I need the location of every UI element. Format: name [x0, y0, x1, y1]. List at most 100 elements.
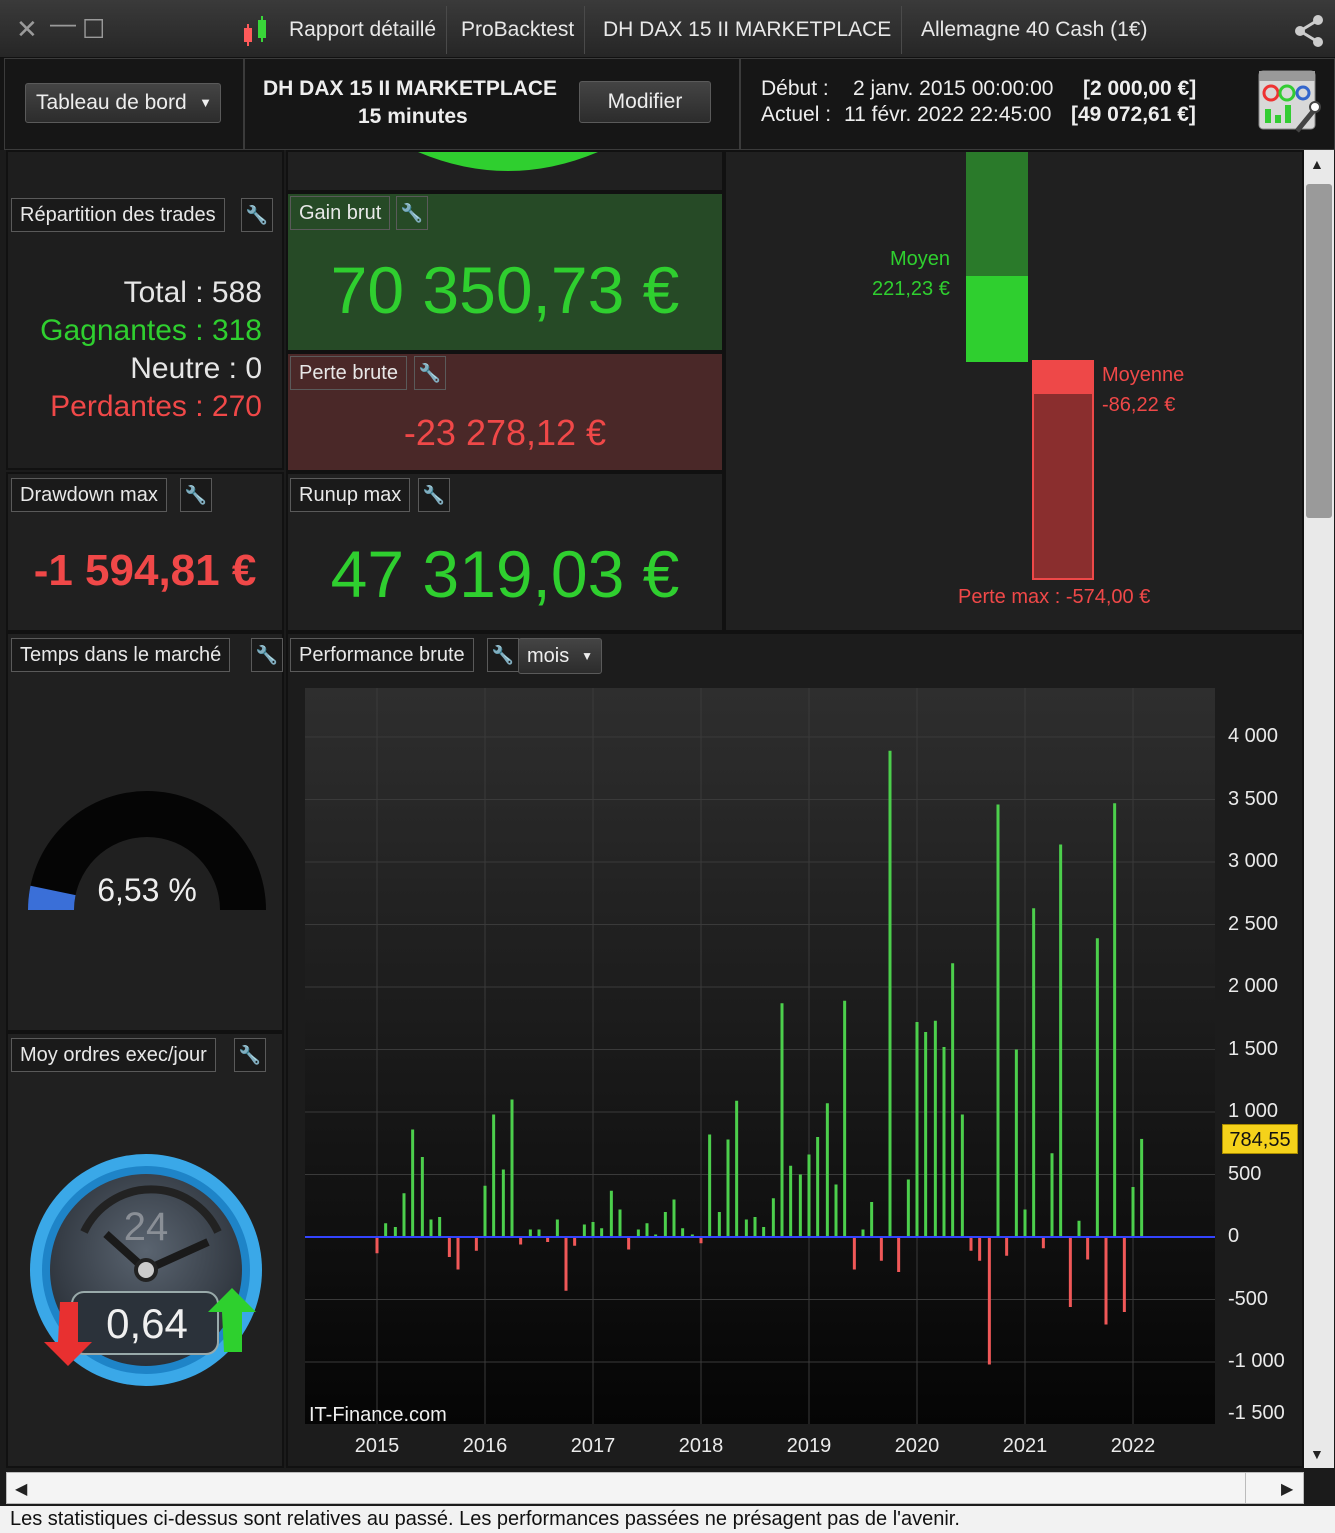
x-tick-label: 2015: [354, 1435, 400, 1457]
x-tick-label: 2021: [1002, 1435, 1048, 1457]
scroll-divider: [1245, 1473, 1275, 1503]
chart-bar: [447, 1237, 451, 1257]
tab-probacktest[interactable]: ProBacktest: [451, 6, 586, 54]
watermark: IT-Finance.com: [309, 1404, 447, 1426]
chart-bar: [708, 1134, 712, 1237]
avg-loss-label: Moyenne: [1102, 364, 1185, 386]
wrench-icon[interactable]: 🔧: [396, 196, 428, 230]
report-header: Tableau de bord ▼ DH DAX 15 II MARKETPLA…: [0, 58, 1335, 150]
y-tick-label: 500: [1228, 1162, 1262, 1185]
vertical-scroll-thumb[interactable]: [1306, 184, 1332, 518]
y-tick-label: -1 500: [1228, 1402, 1285, 1424]
chart-bar: [618, 1209, 622, 1237]
orders-panel: Moy ordres exec/jour 🔧 24 0,64: [6, 1032, 284, 1468]
current-date: 11 févr. 2022 22:45:00: [844, 103, 1052, 126]
wrench-icon[interactable]: 🔧: [251, 638, 283, 672]
chart-bar: [1104, 1237, 1108, 1325]
share-icon[interactable]: [1292, 14, 1326, 48]
vertical-scrollbar[interactable]: ▲ ▼: [1304, 150, 1334, 1468]
gauge-arc-decoration: [418, 152, 598, 171]
chart-bar: [744, 1219, 748, 1237]
performance-title: Performance brute: [290, 638, 474, 672]
scroll-up-icon[interactable]: ▲: [1310, 156, 1324, 172]
chart-bar: [726, 1139, 730, 1237]
scroll-down-icon[interactable]: ▼: [1310, 1446, 1324, 1462]
chart-bar: [681, 1228, 685, 1237]
chart-bar: [1122, 1237, 1126, 1312]
plot-area: [305, 688, 1215, 1424]
wrench-icon[interactable]: 🔧: [180, 478, 212, 512]
wrench-icon[interactable]: 🔧: [241, 198, 273, 232]
chart-bar: [456, 1237, 460, 1270]
chart-bar: [402, 1193, 406, 1237]
close-icon[interactable]: ✕: [16, 14, 38, 44]
y-tick-label: 2 000: [1228, 975, 1279, 997]
trades-winners: Gagnantes : 318: [40, 314, 262, 347]
chart-bar: [573, 1237, 577, 1246]
avg-gain-bar: [966, 276, 1028, 362]
orders-panel-title: Moy ordres exec/jour: [11, 1038, 216, 1072]
runup-title: Runup max: [290, 478, 411, 512]
chart-bar: [888, 750, 892, 1237]
chart-bar: [510, 1099, 514, 1237]
y-tick-label: 3 000: [1228, 850, 1279, 872]
chart-bar: [798, 1174, 802, 1237]
chart-bar: [636, 1229, 640, 1237]
start-date: 2 janv. 2015 00:00:00: [853, 77, 1054, 100]
avg-gain-label: Moyen: [890, 248, 951, 270]
chart-bar: [960, 1114, 964, 1237]
scroll-left-icon[interactable]: ◀: [15, 1481, 28, 1498]
scroll-right-icon[interactable]: ▶: [1281, 1481, 1294, 1498]
chart-bar: [627, 1237, 631, 1250]
y-tick-label: 1 500: [1228, 1037, 1279, 1060]
last-value-label: 784,55: [1222, 1123, 1298, 1154]
chart-bar: [672, 1199, 676, 1237]
wrench-icon[interactable]: 🔧: [418, 478, 450, 512]
horizontal-scrollbar[interactable]: ◀ ▶: [6, 1472, 1304, 1504]
maximize-icon[interactable]: ☐: [82, 14, 106, 44]
max-loss-bar: [1032, 394, 1094, 580]
chart-bar: [789, 1165, 793, 1237]
gross-loss-panel: Perte brute 🔧 -23 278,12 €: [286, 352, 724, 472]
dashboard-dropdown[interactable]: Tableau de bord ▼: [25, 83, 221, 123]
chart-bar: [825, 1103, 829, 1237]
drawdown-value: -1 594,81 €: [33, 546, 257, 595]
chart-bar: [1068, 1237, 1072, 1307]
chart-bar: [654, 1234, 658, 1237]
modify-button[interactable]: Modifier: [579, 81, 711, 123]
gross-gain-panel: Gain brut 🔧 70 350,73 €: [286, 192, 724, 352]
chart-bar: [474, 1237, 478, 1251]
time-in-market-panel: Temps dans le marché 🔧 6,53 %: [6, 632, 284, 1032]
dashboard-dropdown-label: Tableau de bord: [36, 91, 187, 114]
chart-bar: [906, 1179, 910, 1237]
chart-bar: [1131, 1187, 1135, 1237]
chart-bar: [1086, 1237, 1090, 1260]
current-value: [49 072,61 €]: [1071, 103, 1196, 126]
tab-instrument[interactable]: Allemagne 40 Cash (1€): [921, 18, 1148, 41]
chart-bar: [582, 1224, 586, 1237]
chart-bar: [735, 1100, 739, 1237]
chart-bar: [600, 1228, 604, 1237]
settings-dashboard-icon[interactable]: [1257, 69, 1321, 135]
chart-bar: [978, 1237, 982, 1261]
wrench-icon[interactable]: 🔧: [234, 1038, 266, 1072]
chart-bar: [1041, 1237, 1045, 1249]
period-dropdown[interactable]: mois ▼: [518, 638, 602, 674]
y-tick-label: -1 000: [1228, 1350, 1285, 1372]
chart-bar: [924, 1032, 928, 1237]
wrench-icon[interactable]: 🔧: [414, 356, 446, 390]
chart-bar: [591, 1222, 595, 1237]
chart-bar: [753, 1217, 757, 1237]
tab-detailed-report[interactable]: Rapport détaillé: [279, 6, 448, 54]
chart-bar: [969, 1237, 973, 1251]
chart-bar: [1113, 803, 1117, 1237]
tab-system[interactable]: DH DAX 15 II MARKETPLACE: [593, 6, 903, 54]
chart-bar: [717, 1212, 721, 1237]
chart-bar: [384, 1223, 388, 1237]
x-tick-label: 2017: [570, 1435, 616, 1457]
minimize-icon[interactable]: —: [50, 8, 76, 38]
x-tick-label: 2020: [894, 1435, 940, 1457]
chart-bar: [780, 1003, 784, 1237]
dates-box: Début : 2 janv. 2015 00:00:00 [2 000,00 …: [740, 58, 1335, 150]
